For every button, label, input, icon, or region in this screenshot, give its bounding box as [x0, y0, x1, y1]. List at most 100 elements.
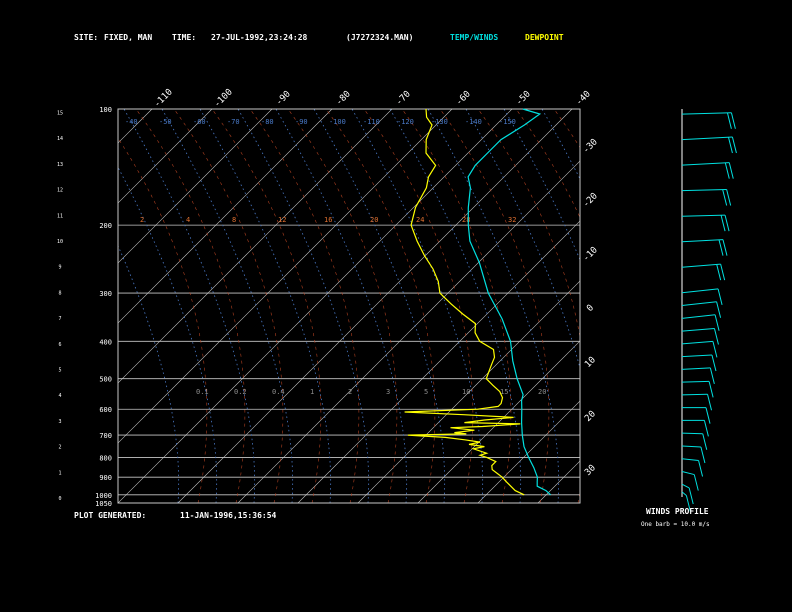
right-temp-tick-label: 20 [583, 409, 598, 424]
winds-profile-title: WINDS PROFILE [646, 507, 709, 516]
wind-barb-shaft [681, 214, 726, 217]
height-tick-label: 9 [58, 265, 61, 271]
wind-barb-shaft [681, 354, 712, 358]
top-temp-tick-label: -60 [454, 89, 473, 108]
height-tick-label: 0 [58, 496, 61, 502]
pressure-tick-label: 1050 [95, 500, 112, 508]
isotherm-line [118, 109, 273, 264]
height-tick-label: 2 [58, 445, 61, 451]
isotherm-line [357, 280, 580, 503]
wind-barb [709, 367, 715, 384]
wind-barb-shaft [681, 263, 721, 268]
wind-barb-shaft [681, 314, 716, 319]
isotherm-line [237, 160, 580, 503]
dry-adiabat [118, 137, 208, 503]
adiabat-label: -90 [295, 118, 308, 126]
moist-adiabat [351, 109, 484, 503]
isotherm-line [0, 109, 32, 503]
height-tick-label: 14 [57, 136, 63, 142]
right-temp-tick-label: -10 [581, 245, 600, 264]
mixing-ratio-label: 2 [140, 216, 144, 224]
wind-barb [731, 136, 737, 154]
moist-adiabat [427, 109, 560, 503]
low-level-label: 15 [500, 388, 508, 396]
wind-barb [717, 288, 723, 305]
pressure-tick-label: 1000 [95, 492, 112, 500]
moist-adiabat [465, 109, 580, 370]
mixing-ratio-label: 4 [186, 216, 190, 224]
moist-adiabat [503, 109, 580, 261]
height-tick-label: 11 [57, 213, 63, 219]
right-temp-tick-label: 0 [585, 303, 596, 314]
dry-adiabat [477, 109, 580, 503]
top-temp-tick-label: -40 [574, 89, 593, 108]
wind-barb-shaft [681, 301, 717, 307]
plot-area [0, 109, 701, 503]
wind-barb [702, 433, 708, 450]
dry-adiabat [592, 109, 701, 503]
isotherm-line [177, 109, 573, 503]
time-label: TIME: [172, 33, 197, 42]
adiabat-label: -140 [465, 118, 482, 126]
wind-barb [727, 136, 733, 154]
wind-barb [720, 264, 726, 281]
height-tick-label: 6 [58, 342, 61, 348]
pressure-tick-label: 100 [99, 106, 112, 114]
low-level-label: 10 [462, 388, 470, 396]
mixing-ratio-label: 16 [324, 216, 332, 224]
dry-adiabat [325, 109, 436, 503]
adiabat-label: -110 [363, 118, 380, 126]
isotherm-line [118, 109, 393, 384]
wind-barb-shaft [681, 458, 699, 462]
wind-barb-shaft [681, 112, 732, 115]
isotherm-line [118, 109, 513, 503]
height-tick-label: 7 [58, 316, 61, 322]
dry-adiabat [515, 109, 580, 219]
wind-barb-shaft [681, 239, 723, 243]
height-tick-label: 4 [58, 393, 61, 399]
low-level-label: 5 [424, 388, 428, 396]
adiabat-label: -120 [397, 118, 414, 126]
dry-adiabat [135, 109, 246, 503]
mixing-ratio-label: 20 [370, 216, 378, 224]
site-value: FIXED, MAN [104, 33, 153, 42]
series-dewpoint [404, 108, 525, 496]
isotherm-line [118, 109, 213, 204]
wind-barb-shaft [681, 162, 730, 166]
wind-barb [707, 394, 712, 411]
wind-barb [700, 446, 706, 464]
wind-barb [724, 214, 730, 232]
wind-barb [718, 239, 724, 256]
low-level-label: 2 [348, 388, 352, 396]
height-tick-label: 3 [58, 419, 61, 425]
adiabat-label: -70 [227, 118, 240, 126]
wind-barb-shaft [681, 432, 703, 435]
top-temp-tick-label: -80 [334, 89, 353, 108]
dry-adiabat [363, 109, 474, 503]
wind-barb [708, 381, 714, 398]
wind-barb [726, 189, 732, 206]
wind-barb-shaft [681, 470, 695, 476]
wind-barb-shaft [681, 327, 715, 332]
isotherm-line [118, 109, 153, 144]
low-level-label: 0.4 [272, 388, 285, 396]
wind-barb-shaft [681, 288, 719, 294]
isotherm-line [417, 340, 580, 503]
wind-barb [720, 214, 726, 232]
top-temp-tick-label: -50 [514, 89, 533, 108]
dry-adiabat [439, 109, 550, 503]
right-temp-tick-label: 30 [583, 463, 598, 478]
adiabat-label: -60 [193, 118, 206, 126]
low-level-label: 0.2 [234, 388, 247, 396]
moist-adiabat [199, 109, 332, 503]
moist-adiabat [118, 244, 180, 503]
wind-barb [713, 328, 719, 345]
low-level-label: 20 [538, 388, 546, 396]
wind-barb-shaft [681, 380, 710, 383]
plot-generated-label: PLOT GENERATED: [74, 511, 147, 520]
isotherm-line [0, 109, 92, 503]
wind-barb [728, 162, 734, 179]
adiabat-label: -130 [431, 118, 448, 126]
wind-barb-shaft [681, 491, 687, 496]
